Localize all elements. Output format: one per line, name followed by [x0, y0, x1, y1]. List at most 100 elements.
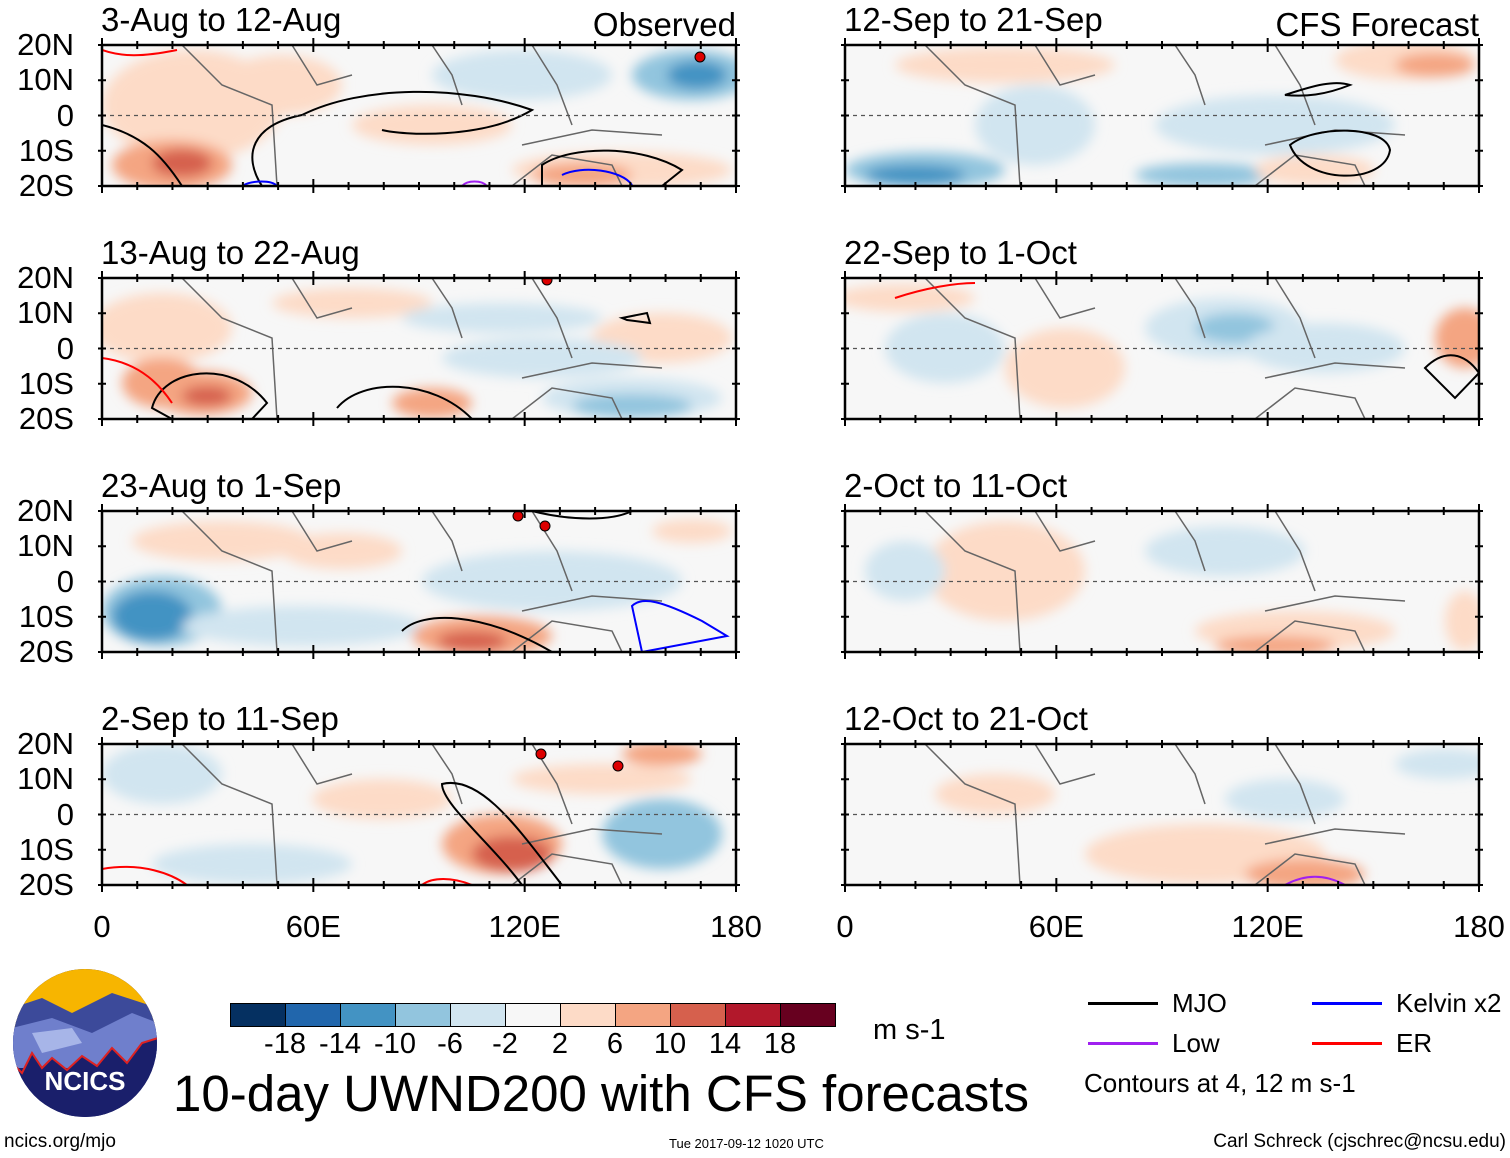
coastline [924, 45, 1406, 186]
panel-source-label: CFS Forecast [1275, 6, 1479, 43]
storm-marker-icon [535, 748, 547, 760]
anomaly-region [975, 85, 1095, 165]
contour-line [1288, 129, 1392, 177]
anomaly-region [652, 519, 732, 543]
anomaly-region [432, 50, 612, 100]
lon-tick-label: 0 [836, 909, 854, 944]
colorbar-tick-label: -18 [264, 1028, 306, 1060]
colorbar-swatch [670, 1004, 725, 1026]
anomaly-region [102, 293, 232, 363]
map-panel [98, 504, 740, 659]
storm-marker-icon [539, 520, 551, 532]
colorbar-swatch [505, 1004, 560, 1026]
anomaly-region [1145, 526, 1305, 576]
lat-tick-label: 0 [56, 563, 74, 599]
contour-line [421, 878, 473, 885]
contour-line [102, 124, 183, 186]
lon-tick-label: 180 [1453, 909, 1505, 944]
lat-tick-label: 20N [17, 27, 74, 62]
anomaly-region [1005, 328, 1125, 408]
lat-tick-label: 10S [18, 598, 74, 634]
chart-title: 10-day UWND200 with CFS forecasts [173, 1065, 1029, 1122]
colorbar-units: m s-1 [873, 1014, 946, 1046]
anomaly-region [845, 284, 975, 312]
coastline [924, 744, 1406, 885]
anomaly-region [152, 844, 352, 884]
colorbar-swatch [340, 1004, 395, 1026]
legend-line-mjo [1088, 1002, 1158, 1005]
map-panel [98, 271, 740, 426]
anomaly-region [1395, 749, 1479, 779]
colorbar-swatch [450, 1004, 505, 1026]
anomaly-region [222, 55, 342, 115]
colorbar-tick-label: 18 [763, 1028, 797, 1060]
storm-marker-icon [541, 278, 553, 286]
colorbar-tick-label: -10 [374, 1028, 416, 1060]
coastline [181, 45, 663, 186]
lat-tick-label: 10S [18, 365, 74, 401]
lat-tick-label: 0 [56, 97, 74, 133]
colorbar-swatch [395, 1004, 450, 1026]
lat-tick-label: 10S [18, 831, 74, 867]
anomaly-region [442, 338, 642, 378]
legend-label: MJO [1172, 988, 1227, 1018]
legend-label: Kelvin x2 [1396, 988, 1502, 1018]
anomaly-region [925, 521, 1085, 621]
lat-tick-label: 10S [18, 132, 74, 168]
coastline [181, 511, 663, 652]
contour-line [102, 357, 173, 404]
coastline [924, 278, 1406, 419]
lon-tick-label: 60E [285, 909, 341, 944]
legend-label: Low [1172, 1028, 1220, 1058]
anomaly-region [1395, 53, 1475, 77]
colorbar [230, 1003, 836, 1027]
lon-tick-label: 0 [93, 909, 111, 944]
colorbar-tick-label: -14 [319, 1028, 361, 1060]
contour-line [1284, 875, 1346, 885]
map-panel [98, 737, 740, 892]
anomaly-region [1445, 591, 1479, 651]
anomaly-region [865, 165, 965, 185]
footer-timestamp: Tue 2017-09-12 1020 UTC [669, 1136, 824, 1151]
contour-line [336, 385, 473, 419]
colorbar-tick-label: 6 [606, 1028, 624, 1060]
colorbar-swatch [725, 1004, 780, 1026]
colorbar-tick-label: -6 [437, 1028, 463, 1060]
logo-text: NCICS [44, 1066, 126, 1096]
anomaly-region [532, 163, 632, 186]
anomaly-region [152, 149, 212, 177]
anomaly-region [935, 774, 1055, 814]
anomaly-region [182, 606, 422, 646]
contour-line [102, 865, 188, 885]
contour-line [561, 168, 633, 186]
anomaly-region [282, 533, 402, 569]
contour-note: Contours at 4, 12 m s-1 [1084, 1068, 1356, 1098]
anomaly-region [132, 521, 312, 561]
storm-marker-icon [694, 51, 706, 63]
contour-line [461, 180, 488, 186]
anomaly-region [402, 303, 602, 333]
map-panel [841, 737, 1483, 892]
map-panel [841, 504, 1483, 659]
lat-tick-label: 0 [56, 796, 74, 832]
footer-author: Carl Schreck (cjschrec@ncsu.edu) [1213, 1131, 1506, 1152]
panel-title: 23-Aug to 1-Sep [101, 467, 342, 504]
anomaly-region [1155, 95, 1395, 155]
anomaly-region [622, 744, 702, 766]
coastline [924, 511, 1406, 652]
footer-url[interactable]: ncics.org/mjo [4, 1131, 116, 1152]
colorbar-tick-label: -2 [492, 1028, 518, 1060]
contour-line [618, 311, 652, 325]
lat-tick-label: 20S [18, 867, 74, 902]
anomaly-region [895, 47, 1115, 83]
lat-tick-label: 20S [18, 634, 74, 669]
anomaly-region [112, 591, 192, 641]
contour-line [894, 282, 976, 299]
colorbar-swatch [285, 1004, 340, 1026]
colorbar-tick-label: 14 [708, 1028, 742, 1060]
anomaly-region [1245, 859, 1365, 885]
panel-title: 22-Sep to 1-Oct [844, 234, 1077, 271]
lat-tick-label: 20N [17, 726, 74, 761]
contour-line [541, 149, 684, 186]
